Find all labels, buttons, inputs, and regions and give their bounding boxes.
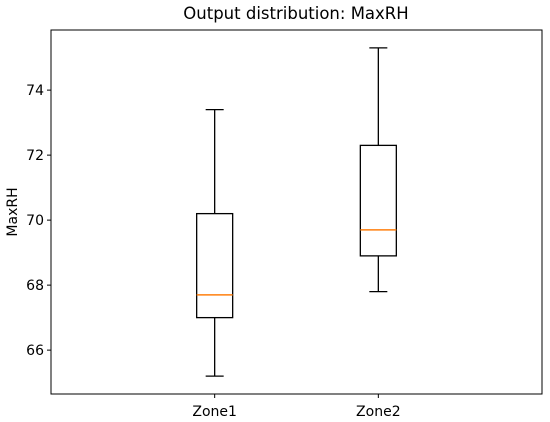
y-tick-label: 74 <box>26 83 44 99</box>
axes-frame <box>50 29 543 395</box>
chart-title: Output distribution: MaxRH <box>183 4 408 23</box>
y-tick-label: 70 <box>26 213 44 229</box>
plot-area: 66 68 70 72 74 Zone1 Zone2 <box>26 47 401 420</box>
iqr-box <box>359 144 397 257</box>
x-tick-label: Zone1 <box>192 404 237 420</box>
iqr-box <box>196 212 234 319</box>
y-axis-label: MaxRH <box>5 187 21 236</box>
y-tick-label: 72 <box>26 148 44 164</box>
y-tick-label: 66 <box>26 343 44 359</box>
y-tick-label: 68 <box>26 278 44 294</box>
x-tick-label: Zone2 <box>356 404 401 420</box>
